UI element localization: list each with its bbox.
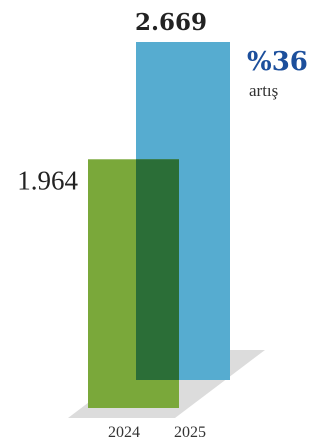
value-label-2025: 2.669 <box>135 9 207 36</box>
tick-label-2025: 2025 <box>174 424 206 441</box>
value-label-2024: 1.964 <box>17 165 78 195</box>
increase-percentage: %36 <box>247 47 308 77</box>
bar-overlap <box>136 159 179 380</box>
tick-label-2024: 2024 <box>108 424 140 441</box>
increase-caption: artış <box>249 81 278 100</box>
